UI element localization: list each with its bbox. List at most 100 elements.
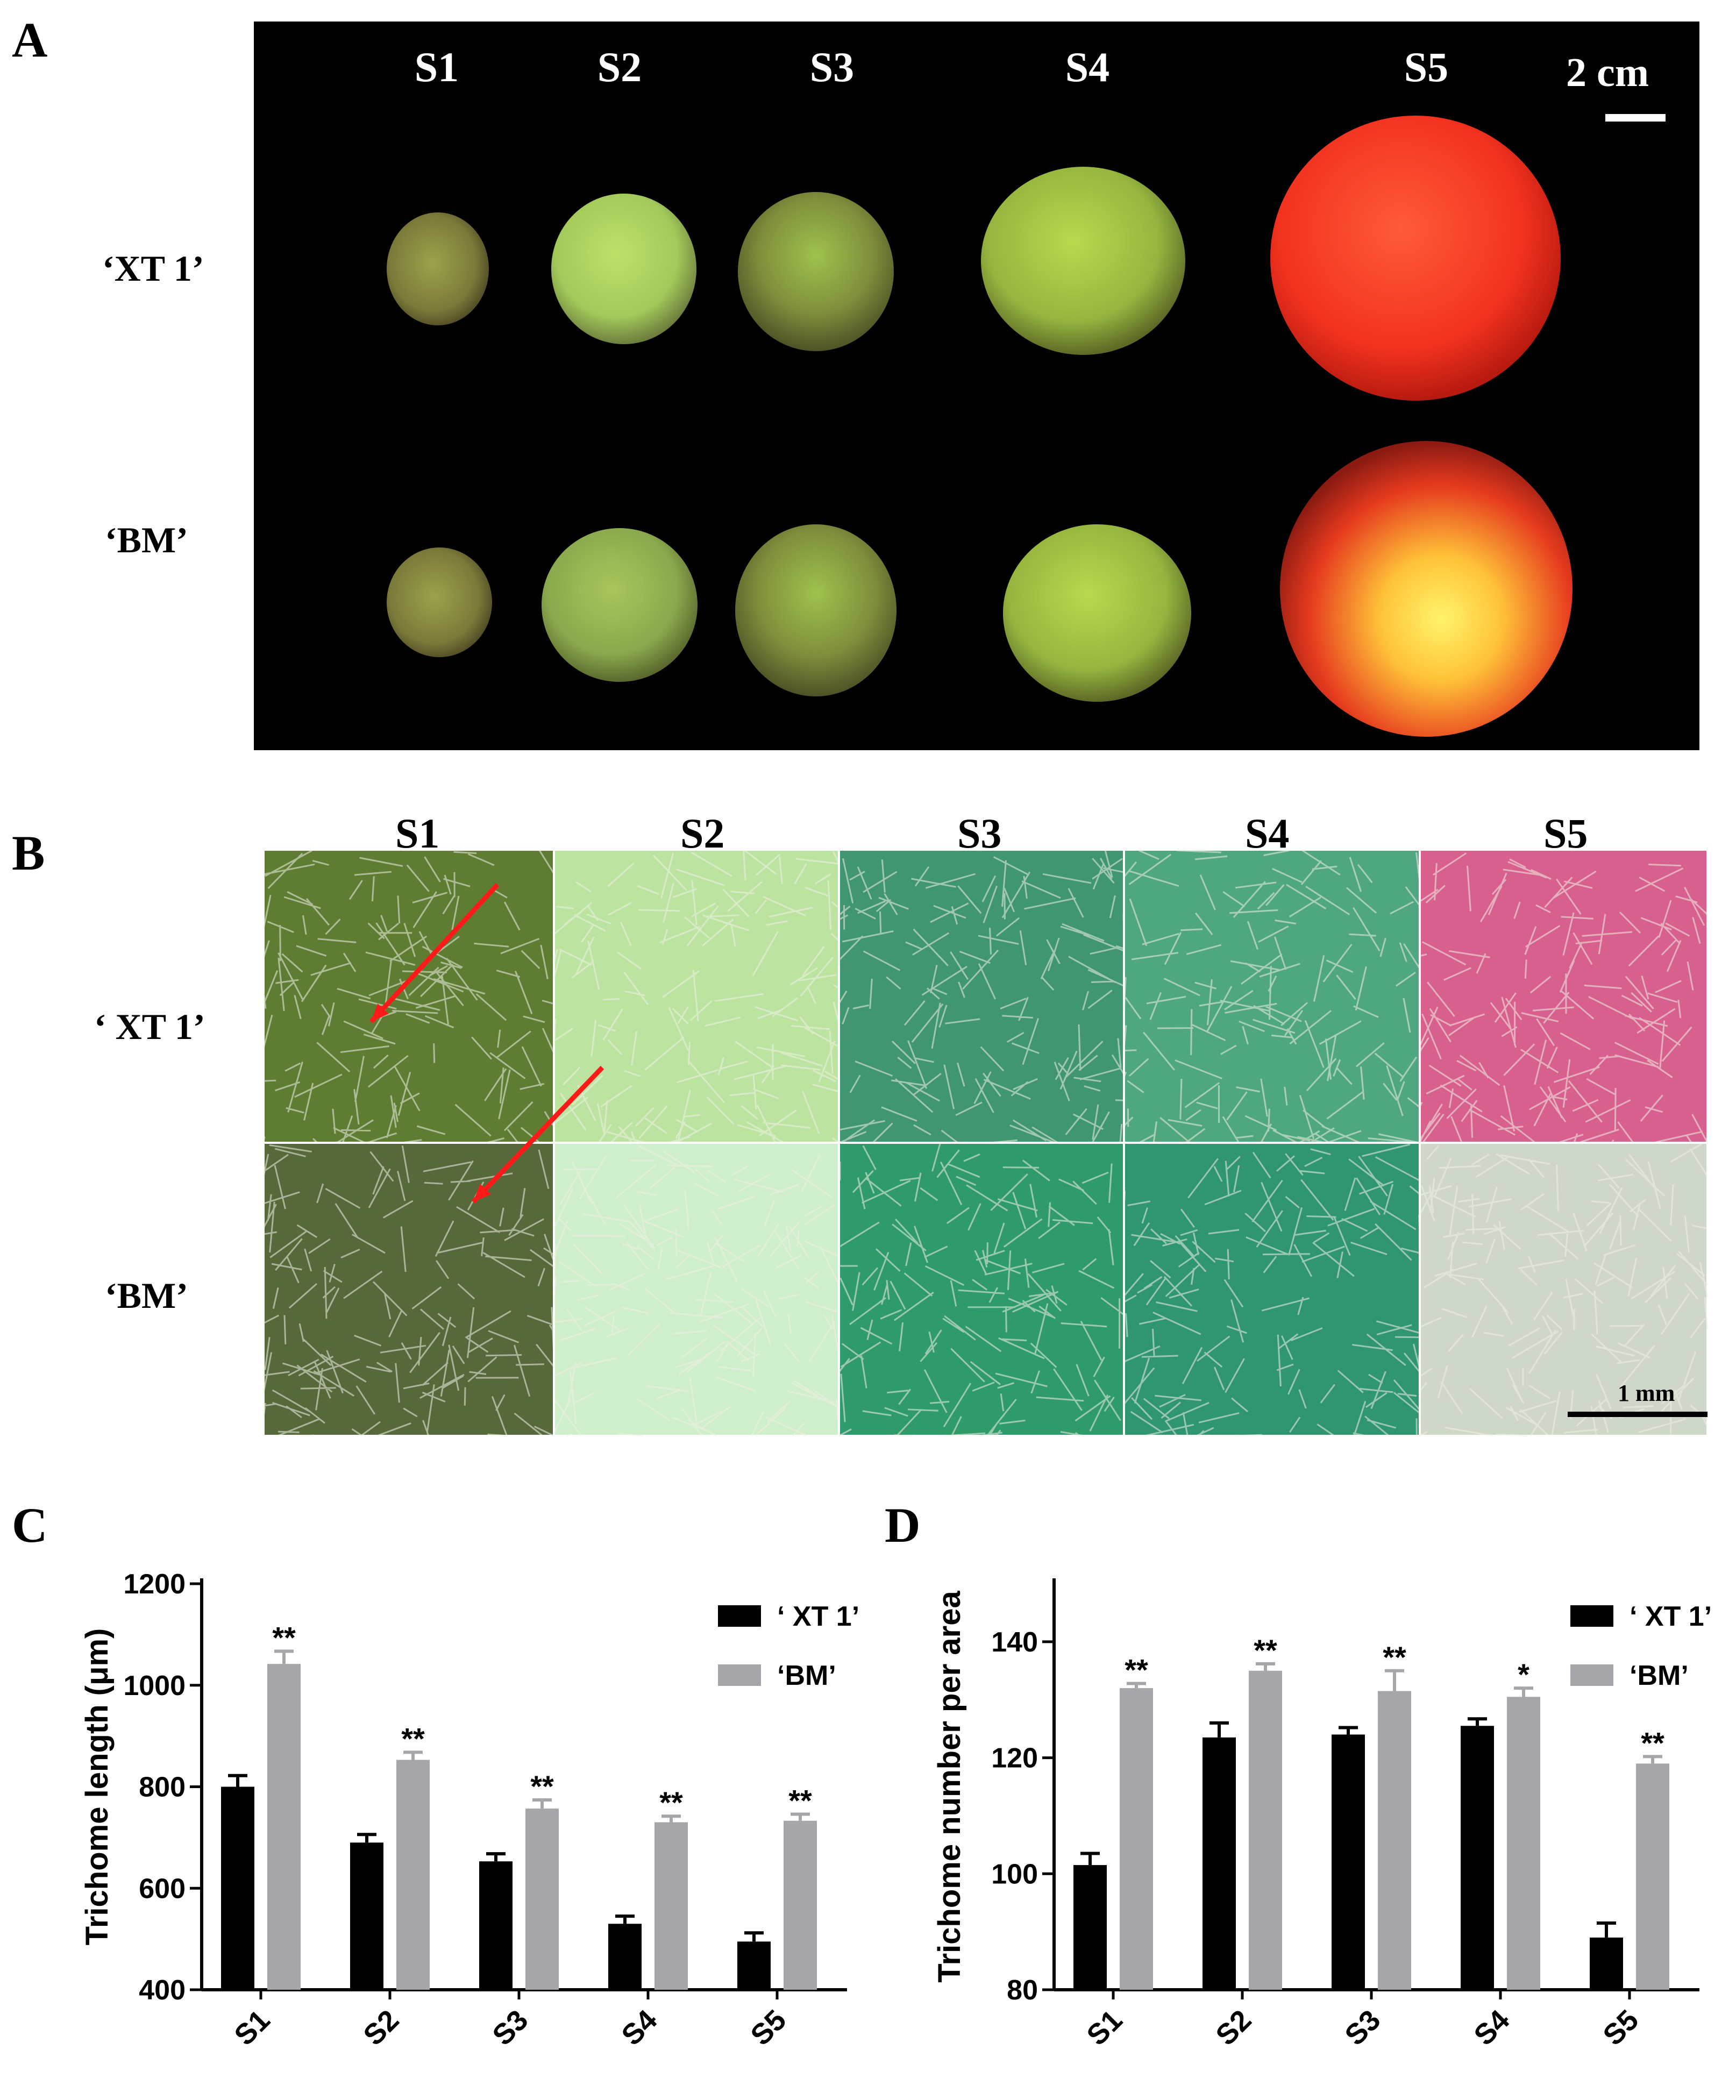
trichome-strands (1419, 852, 1709, 1144)
y-axis-label: Trichome length (μm) (80, 1628, 115, 1946)
micrograph-background (1123, 1142, 1421, 1437)
stage-label-b-s4: S4 (1245, 810, 1290, 857)
bar-xt1-S3 (479, 1861, 513, 1990)
red-arrow-head-2 (473, 1184, 492, 1202)
legend-label-xt1: ‘ XT 1’ (777, 1601, 859, 1632)
x-tick-label-S4: S4 (1468, 2004, 1516, 2052)
trichome-strands (553, 850, 840, 1144)
stage-label-s5: S5 (1404, 44, 1449, 90)
stage-label-s3: S3 (809, 44, 855, 90)
fruit-bm-s3 (735, 524, 897, 696)
micrograph-xt1-s1 (262, 849, 555, 1144)
fruit-photo-panel: S1 S2 S3 S4 S5 2 cm (254, 22, 1699, 750)
bar-xt1-S4 (1461, 1726, 1494, 1990)
micrograph-xt1-s5 (1419, 849, 1709, 1144)
trichome-strands (838, 850, 1125, 1144)
fruit-photos (387, 116, 1573, 737)
bar-bm-S3 (1378, 1691, 1411, 1990)
micrograph-background (262, 849, 555, 1144)
stage-label-s4: S4 (1065, 44, 1110, 90)
row-label-bm-b: ‘BM’ (105, 1275, 188, 1316)
scale-bar-b (1568, 1412, 1707, 1417)
bar-bm-S1 (1120, 1688, 1153, 1990)
stage-label-s2: S2 (597, 44, 642, 90)
trichome-strands (1123, 849, 1421, 1144)
y-axis-label: Trichome number per area (932, 1591, 967, 1983)
legend-swatch-bm (718, 1664, 761, 1686)
micrograph-bm-s2 (553, 1142, 840, 1437)
bar-bm-S1 (267, 1664, 301, 1990)
bar-xt1-S2 (1203, 1737, 1236, 1990)
bar-bm-S4 (1507, 1697, 1540, 1990)
panel-letter-c: C (12, 1498, 48, 1553)
micrograph-background (838, 1142, 1125, 1437)
fruit-bm-s5 (1280, 441, 1573, 737)
significance-S1: ** (272, 1621, 296, 1655)
micrograph-background (1123, 849, 1421, 1144)
red-arrow-head-1 (371, 1003, 389, 1022)
chart-trichome-length: 400 600 800 1000 1200 Trichome length (μm) ** S… (80, 1569, 859, 2052)
y-tick-label-1: 600 (139, 1873, 186, 1904)
stage-label-b-s5: S5 (1543, 810, 1588, 857)
trichome-strands (262, 850, 555, 1144)
stage-label-b-s3: S3 (957, 810, 1002, 857)
legend-swatch-xt1 (1570, 1605, 1613, 1627)
x-tick-label-S3: S3 (486, 2004, 534, 2052)
significance-S4: * (1518, 1657, 1529, 1691)
panel-letter-b: B (12, 825, 45, 880)
panel-letter-a: A (12, 12, 48, 67)
y-tick-label-2: 120 (991, 1743, 1038, 1774)
y-tick-label-4: 1200 (123, 1569, 186, 1600)
bar-xt1-S5 (737, 1941, 771, 1990)
y-tick-label-2: 800 (139, 1772, 186, 1803)
fruit-bm-s4 (1003, 524, 1191, 702)
micrograph-xt1-s4 (1123, 849, 1421, 1144)
micrograph-background (553, 1142, 840, 1437)
x-tick-label-S2: S2 (357, 2004, 405, 2052)
micrograph-background (838, 849, 1125, 1144)
bar-bm-S3 (525, 1809, 559, 1990)
arrows (369, 882, 604, 1204)
legend-label-bm: ‘BM’ (777, 1660, 836, 1691)
x-tick-label-S1: S1 (228, 2004, 276, 2052)
significance-S4: ** (659, 1785, 683, 1819)
fruit-xt1-s1 (387, 212, 489, 325)
row-label-xt1-b: ‘ XT 1’ (94, 1006, 205, 1047)
red-arrow-1 (369, 882, 500, 1024)
bar-bm-S2 (396, 1760, 430, 1990)
bar-bm-S5 (1636, 1763, 1669, 1990)
red-arrow-2 (471, 1065, 604, 1204)
y-tick-label-0: 80 (1007, 1975, 1038, 2006)
micrograph-background (553, 849, 840, 1144)
bar-xt1-S1 (221, 1786, 254, 1990)
bar-bm-S4 (654, 1822, 688, 1990)
micrograph-background (1419, 849, 1709, 1144)
fruit-xt1-s5 (1270, 116, 1561, 401)
micrograph-bm-s1 (262, 1142, 555, 1437)
scale-bar-a (1605, 114, 1666, 122)
x-tick-label-S2: S2 (1209, 2004, 1257, 2052)
stage-label-s1: S1 (414, 44, 459, 90)
significance-S3: ** (530, 1769, 554, 1803)
stage-label-b-s2: S2 (680, 810, 725, 857)
micrograph-xt1-s2 (553, 849, 840, 1144)
y-tick-label-3: 140 (991, 1627, 1038, 1658)
x-tick-label-S4: S4 (615, 2004, 663, 2052)
y-tick-label-1: 100 (991, 1859, 1038, 1890)
legend-label-xt1: ‘ XT 1’ (1630, 1601, 1712, 1632)
significance-S2: ** (401, 1721, 425, 1755)
legend-swatch-bm (1570, 1664, 1613, 1686)
x-tick-label-S5: S5 (1597, 2004, 1645, 2052)
bar-xt1-S3 (1332, 1734, 1365, 1990)
x-tick-label-S3: S3 (1339, 2004, 1386, 2052)
fruit-xt1-s3 (738, 192, 894, 351)
fruit-xt1-s4 (981, 167, 1185, 355)
trichome-strands (1123, 1143, 1421, 1437)
fruit-xt1-s2 (551, 194, 696, 344)
y-tick-label-0: 400 (139, 1975, 186, 2006)
significance-S2: ** (1254, 1633, 1277, 1667)
significance-S5: ** (788, 1783, 812, 1817)
stage-label-b-s1: S1 (395, 810, 440, 857)
bar-xt1-S4 (608, 1924, 642, 1990)
bar-xt1-S1 (1073, 1865, 1107, 1990)
